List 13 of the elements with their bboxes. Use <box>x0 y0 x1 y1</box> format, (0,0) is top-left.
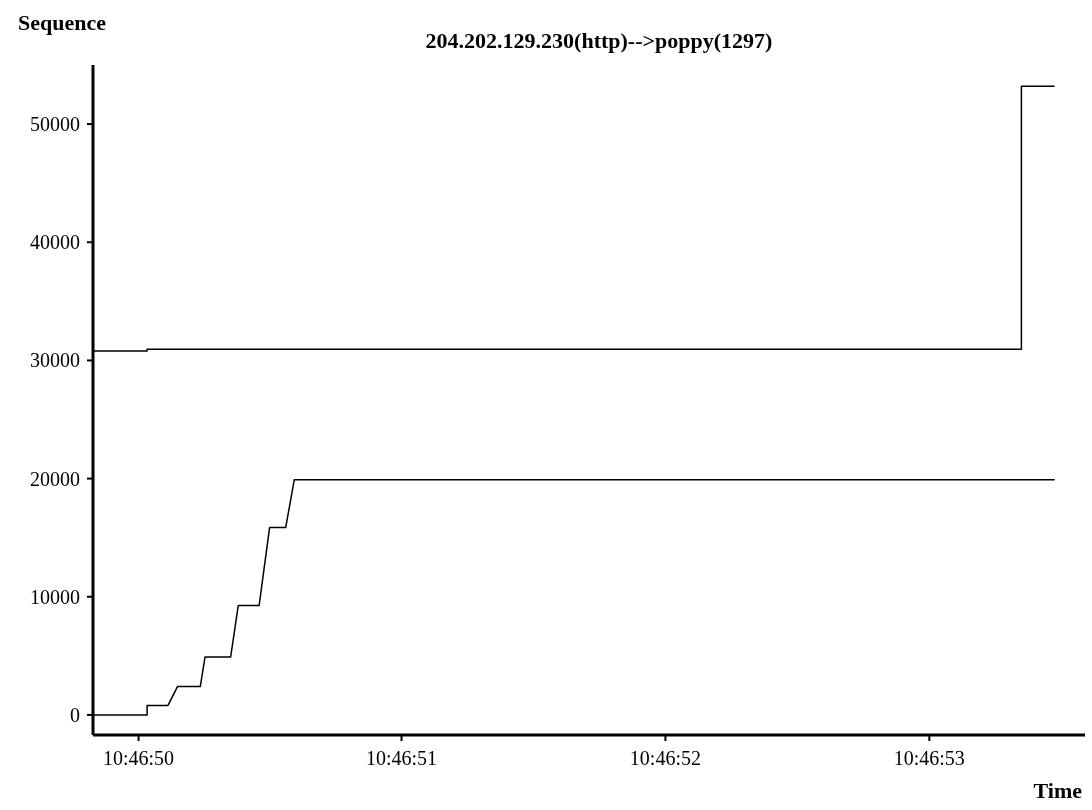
x-tick-label: 10:46:51 <box>365 747 438 769</box>
y-tick-label: 0 <box>70 703 80 726</box>
y-tick-label: 10000 <box>30 585 80 608</box>
x-tick-label: 10:46:53 <box>893 747 965 769</box>
x-tick-label: 10:46:50 <box>103 747 175 769</box>
y-tick-label: 50000 <box>30 113 80 136</box>
y-tick-label: 20000 <box>30 467 80 490</box>
y-axis-title: Sequence <box>18 10 107 35</box>
y-tick-label: 30000 <box>30 349 80 372</box>
x-tick-label: 10:46:52 <box>629 747 701 769</box>
chart-title: 204.202.129.230(http)-->poppy(1297) <box>425 28 773 53</box>
y-tick-label: 40000 <box>30 231 80 254</box>
x-axis-title: Time <box>1033 778 1083 803</box>
